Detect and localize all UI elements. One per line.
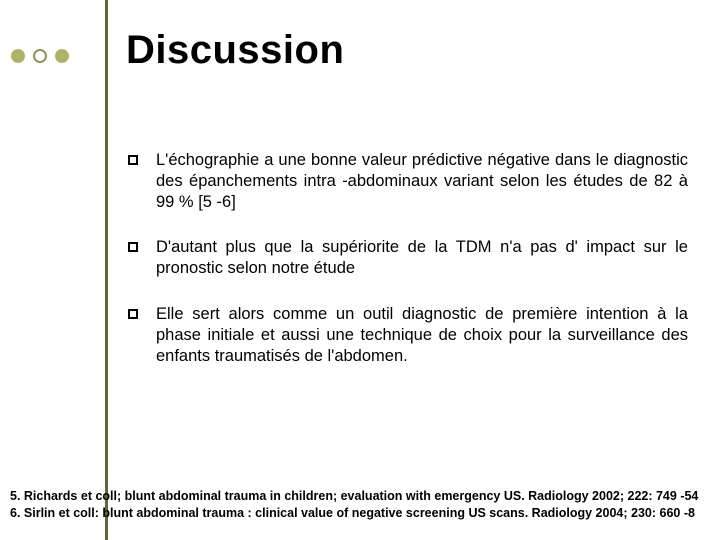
decorative-dots-row bbox=[11, 49, 69, 63]
references-block: 5. Richards et coll; blunt abdominal tra… bbox=[10, 488, 710, 522]
slide: Discussion L'échographie a une bonne val… bbox=[0, 0, 720, 540]
bullet-square-icon bbox=[128, 309, 138, 319]
reference-line: 5. Richards et coll; blunt abdominal tra… bbox=[10, 488, 710, 505]
accent-vertical-line bbox=[105, 0, 108, 540]
content-area: L'échographie a une bonne valeur prédict… bbox=[128, 150, 688, 391]
list-item: L'échographie a une bonne valeur prédict… bbox=[128, 150, 688, 213]
list-item-text: L'échographie a une bonne valeur prédict… bbox=[156, 150, 688, 213]
reference-line: 6. Sirlin et coll: blunt abdominal traum… bbox=[10, 505, 710, 522]
bullet-square-icon bbox=[128, 242, 138, 252]
list-item-text: Elle sert alors comme un outil diagnosti… bbox=[156, 304, 688, 367]
list-item: Elle sert alors comme un outil diagnosti… bbox=[128, 304, 688, 367]
dot-icon bbox=[11, 49, 25, 63]
dot-icon bbox=[33, 49, 47, 63]
list-item: D'autant plus que la supériorite de la T… bbox=[128, 237, 688, 279]
bullet-square-icon bbox=[128, 155, 138, 165]
slide-title: Discussion bbox=[126, 28, 344, 73]
list-item-text: D'autant plus que la supériorite de la T… bbox=[156, 237, 688, 279]
dot-icon bbox=[55, 49, 69, 63]
